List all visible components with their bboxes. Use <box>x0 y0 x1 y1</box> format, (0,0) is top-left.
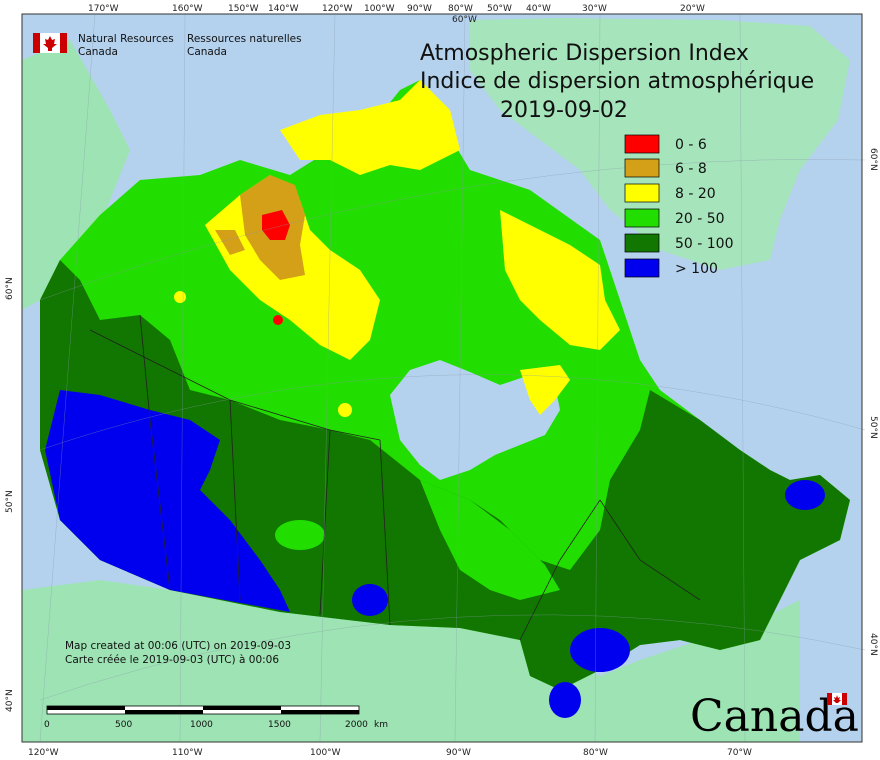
lat-left-0: 60°N <box>5 277 15 300</box>
lon-bottom-0: 120°W <box>28 748 59 758</box>
canada-zone-over-100 <box>45 390 290 612</box>
lon-bottom-3: 90°W <box>446 748 471 758</box>
lon-bottom-5: 70°W <box>727 748 752 758</box>
canada-zone-0-6 <box>262 210 290 240</box>
legend-swatch-0 <box>624 134 660 154</box>
lon-top-11: 30°W <box>582 4 607 14</box>
legend-swatch-3 <box>624 208 660 228</box>
provincial-boundaries <box>89 314 701 641</box>
map-title-en: Atmospheric Dispersion Index <box>420 41 749 66</box>
yellow-islands <box>280 80 460 175</box>
legend-swatch-2 <box>624 183 660 203</box>
scale-bar: 0 500 1000 1500 2000 km <box>44 705 388 730</box>
lon-top-3: 140°W <box>268 4 299 14</box>
hudson-bay <box>390 360 560 480</box>
alaska <box>22 40 130 310</box>
lon-top-2: 150°W <box>228 4 259 14</box>
created-fr: Carte créée le 2019-09-03 (UTC) à 00:06 <box>65 654 279 666</box>
blue-newfoundland <box>785 480 825 510</box>
canada-wordmark: Canada <box>690 691 859 742</box>
map-border <box>21 13 863 743</box>
scale-label-1: 500 <box>115 720 132 730</box>
lat-right-2: 40°N <box>868 633 878 656</box>
lon-top-5: 100°W <box>364 4 395 14</box>
lon-top-8: 60°W <box>452 15 477 25</box>
yellow-dot-2 <box>174 291 186 303</box>
lon-bottom-1: 110°W <box>172 748 203 758</box>
lon-top-4: 120°W <box>322 4 353 14</box>
scale-label-0: 0 <box>44 720 50 730</box>
lon-bottom-4: 80°W <box>583 748 608 758</box>
legend-label-1: 6 - 8 <box>675 161 707 177</box>
wordmark-flag-icon <box>827 693 847 705</box>
red-dot <box>273 315 283 325</box>
yellow-dot-1 <box>338 403 352 417</box>
blue-ontario <box>570 628 630 672</box>
prairie-patch <box>420 480 560 600</box>
orange-2 <box>215 230 245 255</box>
green-patch-2 <box>275 520 325 550</box>
agency-en-line2: Canada <box>78 46 118 58</box>
top-longitude-labels: 170°W 160°W 150°W 140°W 120°W 100°W 90°W… <box>88 4 705 25</box>
scale-label-3: 1500 <box>268 720 291 730</box>
blue-saskatchewan <box>352 584 388 616</box>
agency-fr-line1: Ressources naturelles <box>187 33 302 45</box>
usa <box>22 580 800 742</box>
lat-left-1: 50°N <box>5 490 15 513</box>
map-title-fr: Indice de dispersion atmosphérique <box>420 69 814 94</box>
lat-left-2: 40°N <box>5 689 15 712</box>
legend: 0 - 6 6 - 8 8 - 20 20 - 50 50 - 100 > 10… <box>624 134 734 278</box>
legend-label-0: 0 - 6 <box>675 137 707 153</box>
legend-swatch-4 <box>624 233 660 253</box>
lon-top-6: 90°W <box>407 4 432 14</box>
yellow-baffin <box>500 210 620 350</box>
lon-top-0: 170°W <box>88 4 119 14</box>
legend-label-2: 8 - 20 <box>675 186 716 202</box>
lon-top-9: 50°W <box>487 4 512 14</box>
scale-label-2: 1000 <box>190 720 213 730</box>
lon-top-1: 160°W <box>172 4 203 14</box>
legend-label-4: 50 - 100 <box>675 236 734 252</box>
legend-label-3: 20 - 50 <box>675 211 725 227</box>
map-date: 2019-09-02 <box>500 98 628 123</box>
graticule <box>39 13 866 743</box>
legend-swatch-5 <box>624 258 660 278</box>
blue-southern-ontario <box>549 682 581 718</box>
created-en: Map created at 00:06 (UTC) on 2019-09-03 <box>65 640 291 652</box>
lon-bottom-2: 100°W <box>310 748 341 758</box>
lon-top-7: 80°W <box>448 4 473 14</box>
scale-unit: km <box>374 720 388 730</box>
lon-top-12: 20°W <box>680 4 705 14</box>
greenland <box>470 18 850 270</box>
left-latitude-labels: 60°N 50°N 40°N <box>5 277 15 712</box>
agency-en-line1: Natural Resources <box>78 33 174 45</box>
bottom-longitude-labels: 120°W 110°W 100°W 90°W 80°W 70°W <box>28 748 752 758</box>
yellow-quebec <box>520 365 570 415</box>
nrcan-flag-icon <box>33 33 67 53</box>
lat-right-0: 60°N <box>868 148 878 171</box>
scale-label-4: 2000 <box>345 720 368 730</box>
lon-top-10: 40°W <box>526 4 551 14</box>
legend-label-5: > 100 <box>675 261 718 277</box>
legend-swatch-1 <box>624 158 660 178</box>
right-latitude-labels: 60°N 50°N 40°N <box>868 148 878 656</box>
agency-fr-line2: Canada <box>187 46 227 58</box>
lat-right-1: 50°N <box>868 416 878 439</box>
